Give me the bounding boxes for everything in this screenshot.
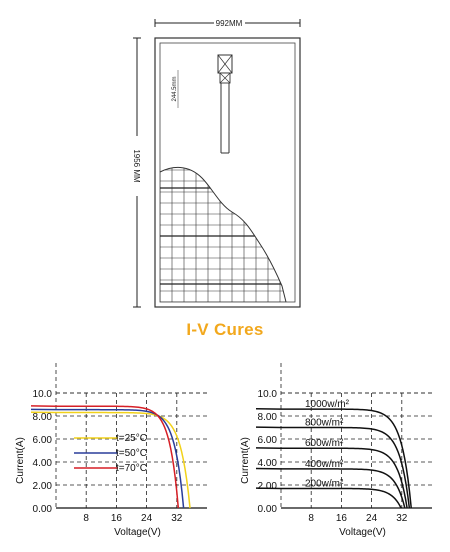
series-label: 200w/m²	[305, 478, 344, 489]
y-tick-label: 2.00	[33, 481, 53, 492]
legend-label: t=25°C	[116, 433, 147, 444]
x-tick-label: 32	[396, 513, 408, 524]
junction-box: 244.5mm	[172, 54, 233, 154]
x-tick-label: 16	[336, 513, 348, 524]
y-tick-label: 6.00	[258, 435, 278, 446]
height-label: 1956 MM	[132, 149, 141, 183]
x-tick-label: 32	[171, 513, 183, 524]
y-tick-label: 4.00	[33, 458, 53, 469]
series-label: 400w/m²	[305, 459, 344, 470]
series-line	[255, 447, 408, 509]
y-tick-label: 0.00	[33, 504, 53, 515]
x-tick-label: 16	[111, 513, 123, 524]
series-line	[30, 405, 180, 509]
chart-heading: I-V Cures	[186, 320, 264, 339]
series-label: 600w/m²	[305, 438, 344, 449]
x-tick-label: 24	[141, 513, 153, 524]
series-line	[30, 408, 185, 509]
series-line	[255, 408, 412, 509]
iv-chart-irradiance: 0.00 2.00 4.00 6.00 8.00 10.0 8 16 24 32 Voltage(V…	[240, 363, 432, 538]
y-tick-label: 4.00	[258, 458, 278, 469]
y-tick-label: 10.0	[33, 389, 53, 400]
series-line	[30, 411, 191, 509]
x-axis-title: Voltage(V)	[114, 527, 161, 538]
chart-grid	[280, 363, 432, 508]
y-axis-title: Current(A)	[240, 437, 251, 484]
chart-labels: 0.00 2.00 4.00 6.00 8.00 10.0 8 16 24 32 Voltage(V…	[15, 389, 183, 538]
series-label: 1000w/m²	[305, 399, 350, 410]
chart-labels: 0.00 2.00 4.00 6.00 8.00 10.0 8 16 24 32 Voltage(V…	[240, 389, 408, 538]
y-tick-label: 8.00	[33, 412, 53, 423]
panel-drawing: 992MM 1956 MM 244.5mm	[132, 19, 301, 308]
box-dimension-label: 244.5mm	[172, 76, 178, 101]
chart-curves	[255, 408, 412, 509]
x-tick-label: 24	[366, 513, 378, 524]
series-line	[255, 487, 402, 509]
series-line	[255, 467, 406, 509]
iv-chart-temperature: 0.00 2.00 4.00 6.00 8.00 10.0 8 16 24 32 Voltage(V…	[15, 363, 207, 538]
y-tick-label: 2.00	[258, 481, 278, 492]
chart-curves	[30, 405, 191, 509]
height-dimension: 1956 MM	[132, 37, 141, 308]
y-tick-label: 6.00	[33, 435, 53, 446]
y-tick-label: 8.00	[258, 412, 278, 423]
y-tick-label: 0.00	[258, 504, 278, 515]
y-tick-label: 10.0	[258, 389, 278, 400]
width-dimension: 992MM	[154, 19, 301, 28]
width-label: 992MM	[216, 19, 243, 28]
legend-label: t=70°C	[116, 463, 147, 474]
x-tick-label: 8	[308, 513, 314, 524]
series-label: 800w/m²	[305, 418, 344, 429]
x-tick-label: 8	[83, 513, 89, 524]
chart-grid	[55, 363, 207, 508]
y-axis-title: Current(A)	[15, 437, 26, 484]
series-line	[255, 426, 411, 509]
x-axis-title: Voltage(V)	[339, 527, 386, 538]
legend-label: t=50°C	[116, 448, 147, 459]
